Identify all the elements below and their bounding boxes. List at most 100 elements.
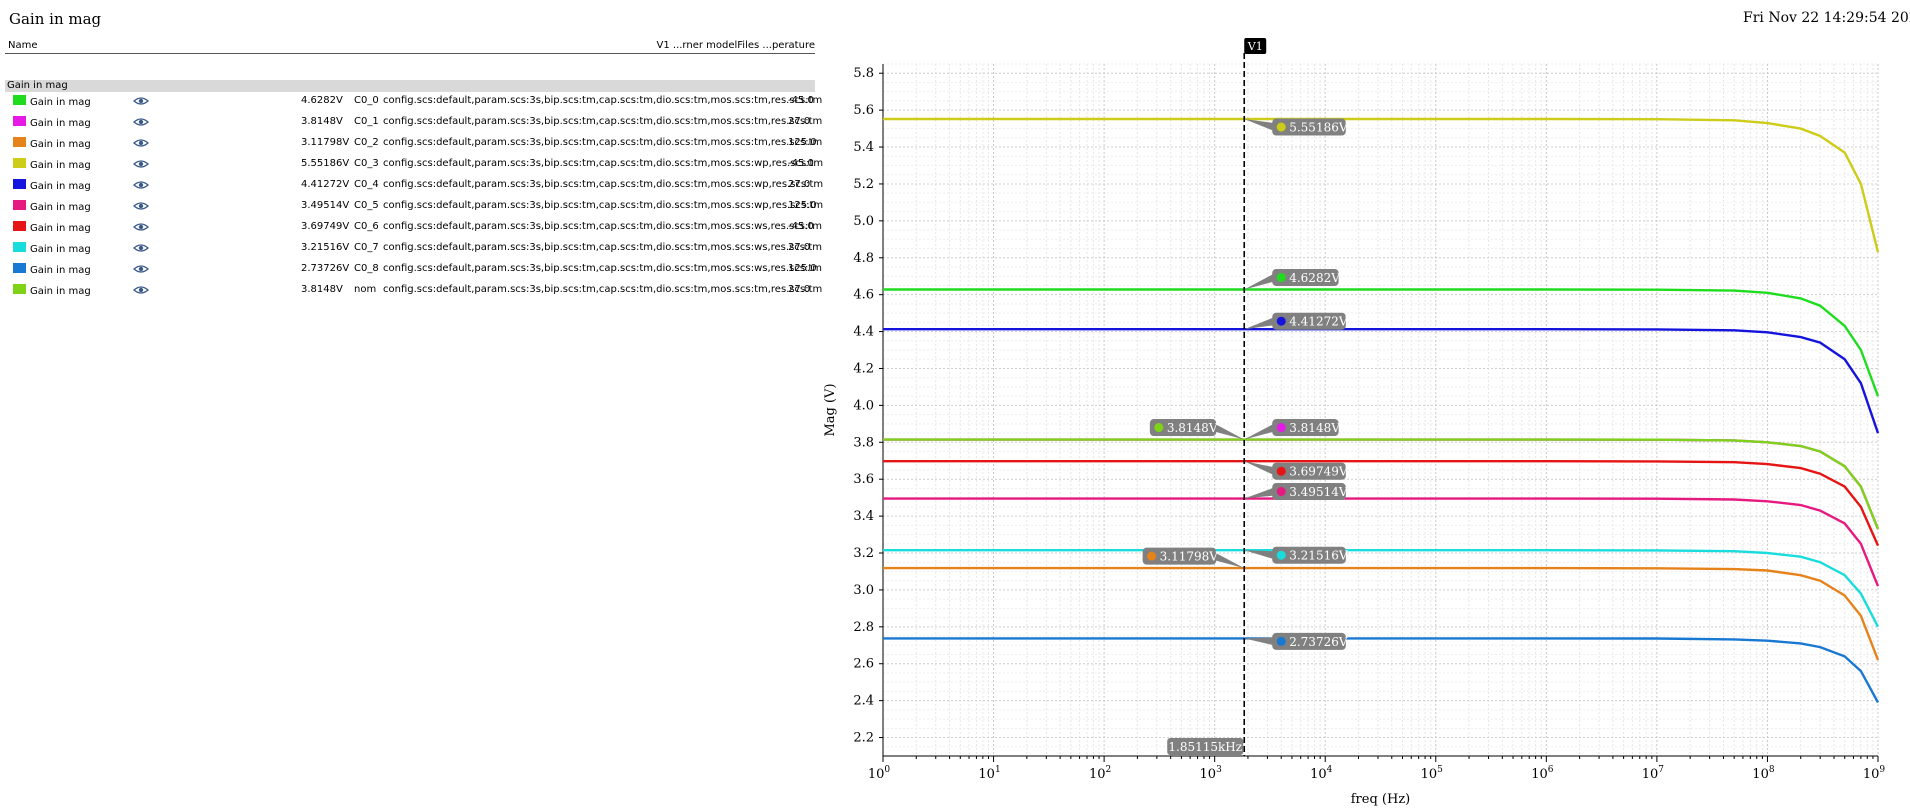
readout-dot [1147, 551, 1157, 561]
y-tick-label: 2.4 [853, 694, 874, 709]
series-line[interactable] [883, 438, 1880, 530]
series-line[interactable] [883, 549, 1880, 628]
legend-header: Name V1 ...rner modelFiles ...perature [5, 38, 815, 54]
series-line[interactable] [883, 637, 1880, 704]
x-axis-label: freq (Hz) [1351, 792, 1411, 807]
series-line[interactable] [883, 566, 1880, 661]
x-tick-label: 103 [1200, 765, 1223, 782]
eye-icon[interactable] [133, 264, 149, 274]
x-tick-label: 104 [1310, 765, 1333, 782]
x-tick-label: 108 [1752, 765, 1775, 782]
readout-text: 4.41272V [1289, 315, 1348, 329]
y-tick-label: 4.4 [853, 325, 874, 340]
row-value: 4.41272V [301, 179, 350, 190]
readout-label: 4.41272V [1244, 312, 1348, 330]
y-tick-label: 3.2 [853, 546, 874, 561]
marker-name: V1 [1247, 40, 1263, 53]
readout-dot [1276, 636, 1286, 646]
marker-x-label: 1.85115kHz [1168, 740, 1242, 754]
readout-dot [1276, 550, 1286, 560]
readout-label: 3.69749V [1244, 461, 1348, 480]
row-temperature: 27.0 [788, 116, 811, 127]
readout-dot [1276, 423, 1286, 433]
legend-row[interactable]: Gain in mag 4.6282V C0_0 config.scs:default… [5, 93, 822, 114]
series-line[interactable] [883, 497, 1880, 587]
readout-text: 2.73726V [1289, 635, 1348, 649]
y-tick-label: 5.8 [853, 66, 874, 81]
eye-icon[interactable] [133, 117, 149, 127]
series-line[interactable] [883, 438, 1880, 530]
readout-text: 5.55186V [1289, 121, 1348, 135]
row-name: Gain in mag [30, 244, 91, 255]
readout-label: 3.49514V [1244, 483, 1348, 501]
legend-row[interactable]: Gain in mag 4.41272V C0_4 config.scs:defaul… [5, 177, 823, 198]
row-name: Gain in mag [30, 139, 91, 150]
row-temperature: 27.0 [788, 242, 811, 253]
x-tick-label: 102 [1089, 765, 1111, 782]
legend-row[interactable]: Gain in mag 2.73726V C0_8 config.scs:defaul… [5, 261, 822, 282]
timestamp: Fri Nov 22 14:29:54 2024 1 [1743, 10, 1910, 26]
readout-pointer [1244, 119, 1275, 132]
series-line[interactable] [883, 117, 1880, 253]
y-tick-label: 5.6 [853, 103, 874, 118]
series-line[interactable] [883, 328, 1880, 434]
row-temperature: -45.0 [788, 95, 814, 106]
row-value: 3.8148V [301, 284, 343, 295]
legend-row[interactable]: Gain in mag 3.8148V nom config.scs:default,… [5, 282, 822, 303]
row-config: config.scs:default,param.scs:3s,bip.scs:… [383, 200, 824, 211]
eye-icon[interactable] [133, 180, 149, 190]
legend-row[interactable]: Gain in mag 3.69749V C0_6 config.scs:defaul… [5, 219, 822, 240]
eye-icon[interactable] [133, 159, 149, 169]
row-corner: C0_0 [354, 95, 379, 106]
legend-row[interactable]: Gain in mag 3.49514V C0_5 config.scs:defaul… [5, 198, 823, 219]
readout-box [1272, 419, 1339, 437]
legend-row[interactable]: Gain in mag 3.8148V C0_1 config.scs:default… [5, 114, 822, 135]
eye-icon[interactable] [133, 201, 149, 211]
row-name: Gain in mag [30, 97, 91, 108]
readout-label: 3.8148V [1244, 419, 1340, 440]
readout-box [1272, 546, 1346, 564]
x-tick-label: 105 [1421, 765, 1444, 782]
x-tick-label: 106 [1531, 765, 1554, 782]
color-swatch [13, 158, 26, 168]
y-tick-label: 5.2 [853, 177, 874, 192]
readout-pointer [1214, 423, 1245, 440]
series-line[interactable] [883, 288, 1880, 397]
row-corner: C0_7 [354, 242, 379, 253]
row-name: Gain in mag [30, 286, 91, 297]
row-value: 2.73726V [301, 263, 350, 274]
series-line[interactable] [883, 460, 1880, 547]
header-columns[interactable]: V1 ...rner modelFiles ...perature [656, 40, 815, 51]
row-temperature: 27.0 [788, 284, 811, 295]
readout-box [1272, 268, 1339, 286]
readout-dot [1276, 316, 1286, 326]
readout-box [1272, 632, 1346, 650]
readout-box [1272, 483, 1346, 501]
eye-icon[interactable] [133, 96, 149, 106]
readout-text: 3.8148V [1167, 421, 1218, 435]
legend-row[interactable]: Gain in mag 5.55186V C0_3 config.scs:defaul… [5, 156, 823, 177]
header-name[interactable]: Name [8, 40, 38, 51]
readout-dot [1276, 466, 1286, 476]
legend-row[interactable]: Gain in mag 3.21516V C0_7 config.scs:defaul… [5, 240, 822, 261]
legend-group[interactable]: Gain in mag [5, 80, 815, 92]
eye-icon[interactable] [133, 222, 149, 232]
eye-icon[interactable] [133, 285, 149, 295]
row-temperature: -45.0 [788, 221, 814, 232]
color-swatch [13, 221, 26, 231]
y-tick-label: 3.8 [853, 435, 874, 450]
eye-icon[interactable] [133, 243, 149, 253]
readout-text: 4.6282V [1289, 271, 1340, 285]
row-value: 5.55186V [301, 158, 350, 169]
row-config: config.scs:default,param.scs:3s,bip.scs:… [383, 242, 823, 253]
eye-icon[interactable] [133, 138, 149, 148]
legend-row[interactable]: Gain in mag 3.11798V C0_2 config.scs:defaul… [5, 135, 822, 156]
row-temperature: 125.0 [788, 137, 817, 148]
row-corner: C0_8 [354, 263, 379, 274]
color-swatch [13, 179, 26, 189]
y-tick-label: 2.2 [853, 731, 874, 746]
readout-box [1272, 462, 1346, 480]
row-name: Gain in mag [30, 118, 91, 129]
y-tick-label: 5.4 [853, 140, 874, 155]
